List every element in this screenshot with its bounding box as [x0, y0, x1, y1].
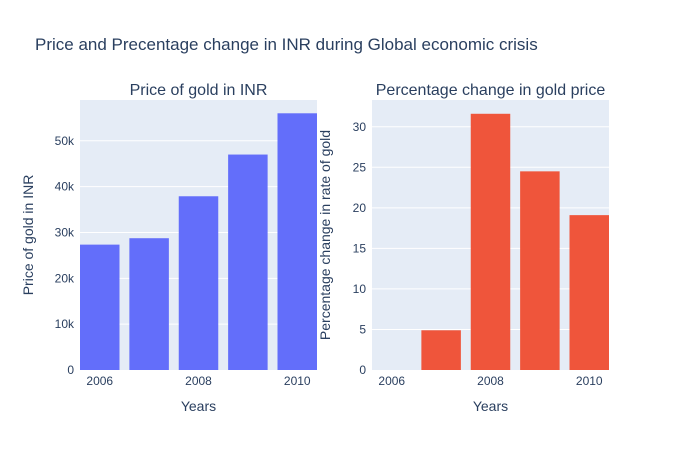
x-tick-label: 2010	[284, 374, 311, 388]
x-tick-label: 2008	[185, 374, 212, 388]
x-tick-label: 2010	[576, 374, 603, 388]
x-axis-label: Years	[473, 398, 508, 414]
bars	[80, 113, 317, 371]
x-tick-label: 2006	[86, 374, 113, 388]
chart-percentage-change: 0 5 10 15 20 25 30 2006 2008 2010 Percentage cha…	[317, 82, 609, 414]
bar	[520, 171, 560, 370]
bar	[277, 113, 317, 371]
y-tick-label: 15	[353, 241, 367, 255]
x-tick-labels: 2006 2008 2010	[378, 374, 603, 388]
y-axis-label: Percentage change in rate of gold	[317, 130, 333, 340]
y-tick-labels: 0 10k 20k 30k 40k 50k	[55, 134, 75, 377]
y-tick-label: 10k	[55, 317, 75, 331]
figure-title: Price and Precentage change in INR durin…	[35, 35, 538, 54]
x-tick-labels: 2006 2008 2010	[86, 374, 311, 388]
y-tick-label: 20	[353, 201, 367, 215]
bar	[421, 330, 461, 370]
y-tick-label: 0	[67, 363, 74, 377]
y-tick-label: 10	[353, 282, 367, 296]
y-tick-labels: 0 5 10 15 20 25 30	[353, 120, 367, 377]
y-tick-label: 50k	[55, 134, 75, 148]
bar	[178, 196, 219, 370]
y-tick-label: 5	[359, 322, 366, 336]
x-tick-label: 2008	[477, 374, 504, 388]
y-tick-label: 25	[353, 160, 367, 174]
bars	[421, 113, 609, 370]
x-tick-label: 2006	[378, 374, 405, 388]
bar	[80, 244, 120, 370]
y-tick-label: 30	[353, 120, 367, 134]
bar	[569, 215, 609, 370]
bar	[129, 238, 169, 370]
y-tick-label: 40k	[55, 180, 75, 194]
chart-gold-price: 0 10k 20k 30k 40k 50k 2006 2008 2010 Price of g…	[20, 82, 317, 414]
y-tick-label: 30k	[55, 225, 75, 239]
x-axis-label: Years	[181, 398, 216, 414]
y-tick-label: 0	[359, 363, 366, 377]
bar	[470, 113, 511, 370]
y-tick-label: 20k	[55, 271, 75, 285]
y-axis-label: Price of gold in INR	[20, 175, 36, 296]
subplot-title: Price of gold in INR	[130, 82, 268, 99]
subplot-title: Percentage change in gold price	[376, 82, 606, 99]
bar	[228, 154, 268, 370]
